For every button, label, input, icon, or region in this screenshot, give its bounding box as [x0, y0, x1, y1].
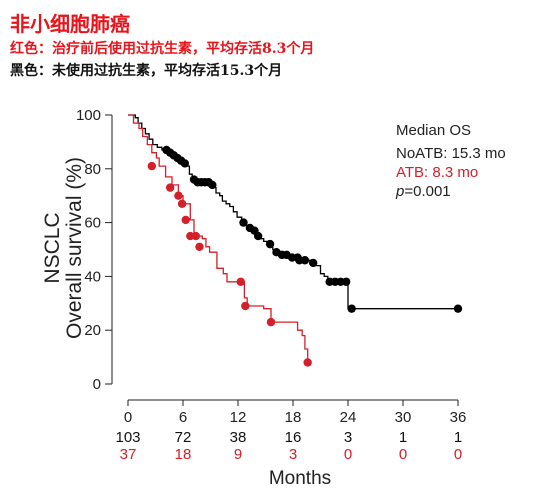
at-risk-noatb: 3	[344, 429, 352, 446]
censor-mark-noatb	[308, 258, 318, 268]
p-value: p=0.001	[395, 183, 451, 200]
censor-mark-noatb	[300, 256, 310, 265]
survival-curves	[128, 114, 463, 367]
y-axis-label: NSCLC Overall survival (%)	[41, 157, 86, 339]
at-risk-atb: 0	[454, 446, 462, 463]
at-risk-noatb: 1	[454, 429, 462, 446]
censor-mark-atb	[147, 161, 157, 171]
p-value-number: =0.001	[404, 183, 450, 200]
chart-heading: 非小细胞肺癌	[10, 12, 130, 36]
legend-entry-noatb: NoATB: 15.3 mo	[396, 145, 506, 162]
y-tick-label: 80	[84, 161, 101, 178]
y-tick-label: 0	[93, 376, 101, 393]
censor-mark-atb	[174, 191, 183, 200]
censor-mark-noatb	[453, 304, 463, 313]
censor-mark-noatb	[347, 304, 356, 313]
censor-mark-noatb	[253, 231, 263, 241]
at-risk-noatb: 103	[115, 429, 140, 446]
censor-mark-atb	[165, 183, 175, 192]
at-risk-atb: 18	[175, 446, 192, 463]
at-risk-atb: 0	[344, 446, 352, 463]
black-series-note: 黑色：未使用过抗生素，平均存活15.3个月	[10, 63, 283, 79]
at-risk-atb: 0	[399, 446, 407, 463]
legend-entry-atb: ATB: 8.3 mo	[396, 164, 478, 181]
at-risk-atb: 9	[234, 446, 242, 463]
at-risk-atb: 3	[289, 446, 297, 463]
at-risk-noatb: 1	[399, 429, 407, 446]
at-risk-noatb: 16	[285, 429, 302, 446]
x-axis-label: Months	[269, 468, 331, 489]
censor-mark-noatb	[208, 180, 217, 190]
censor-mark-atb	[266, 317, 276, 327]
censor-mark-atb	[241, 301, 250, 311]
censor-mark-atb	[181, 215, 190, 225]
y-tick-label: 40	[84, 268, 101, 285]
x-tick-label: 36	[450, 409, 467, 426]
censor-mark-atb	[195, 242, 204, 252]
censor-mark-atb	[303, 358, 312, 367]
red-series-note: 红色：治疗前后使用过抗生素，平均存活8.3个月	[10, 41, 315, 57]
y-tick-label: 20	[84, 322, 101, 339]
censor-mark-noatb	[265, 239, 275, 249]
censor-mark-noatb	[239, 218, 248, 227]
y-tick-label: 60	[84, 215, 101, 232]
x-tick-label: 24	[340, 409, 357, 426]
x-tick-label: 0	[124, 409, 132, 426]
at-risk-noatb: 72	[175, 429, 192, 446]
axes: 0 20 40 60 80 100 0 6 12 18 24 30 36	[76, 107, 466, 426]
legend: Median OS NoATB: 15.3 mo ATB: 8.3 mo p=0…	[395, 122, 506, 200]
x-tick-label: 18	[285, 409, 302, 426]
y-tick-label: 100	[76, 107, 101, 124]
x-tick-label: 12	[230, 409, 247, 426]
y-axis-label-survival: Overall survival (%)	[63, 157, 86, 339]
at-risk-atb: 37	[120, 446, 137, 463]
censor-mark-atb	[236, 277, 245, 286]
censor-mark-atb	[177, 199, 187, 208]
x-tick-label: 6	[179, 409, 187, 426]
curve-atb	[128, 114, 309, 363]
legend-title: Median OS	[396, 122, 471, 139]
x-tick-label: 30	[395, 409, 412, 426]
at-risk-table: 103 72 38 16 3 1 137 18 9 3 0 0 0	[115, 429, 462, 463]
censor-mark-noatb	[180, 159, 190, 168]
p-value-symbol: p	[395, 183, 404, 200]
censor-mark-atb	[191, 231, 201, 241]
at-risk-noatb: 38	[230, 429, 247, 446]
censor-mark-noatb	[341, 277, 351, 286]
y-axis-label-nsclc: NSCLC	[41, 212, 64, 283]
